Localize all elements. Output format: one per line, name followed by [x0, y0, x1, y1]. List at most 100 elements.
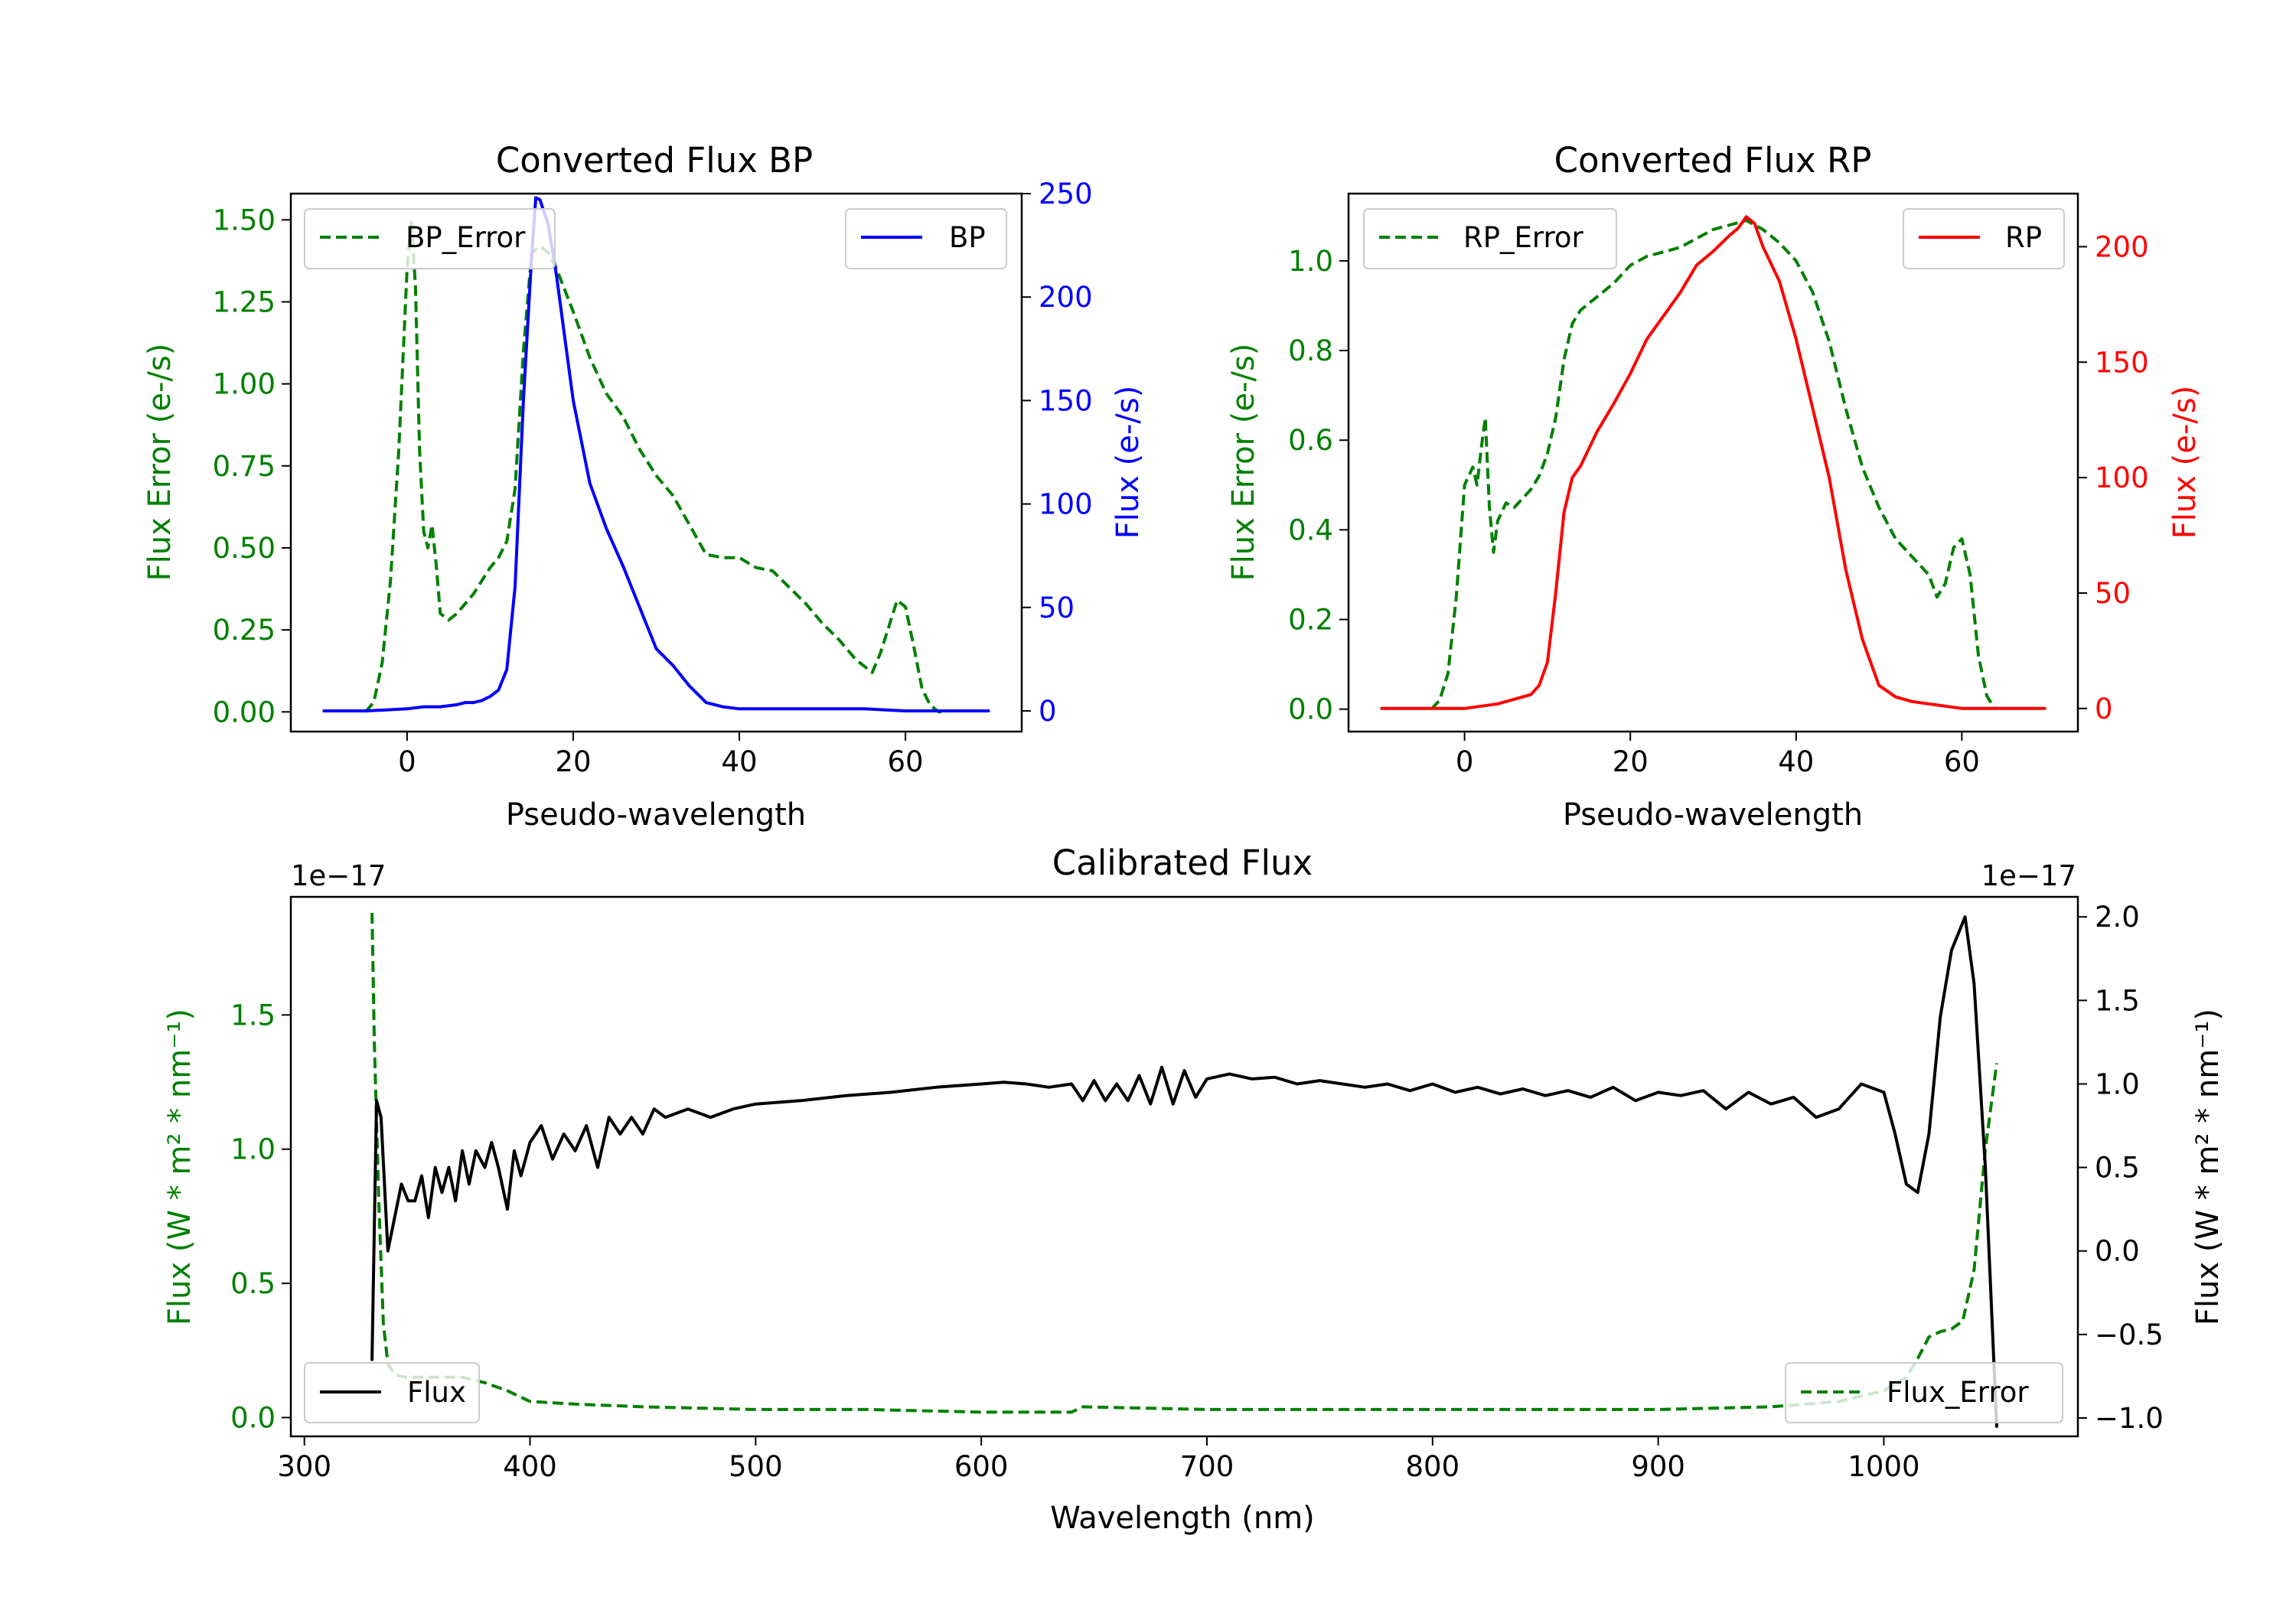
bp-x-ticks: 0 20 40 60 [398, 732, 924, 778]
rp-plot-area [1380, 215, 2047, 711]
rp-x-tick-label: 20 [1613, 745, 1649, 778]
rp-right-y-tick-label: 200 [2095, 230, 2149, 263]
cal-right-y-tick-label: 2.0 [2095, 901, 2140, 934]
cal-x-tick-label: 900 [1631, 1450, 1685, 1483]
rp-legend-flux: RP [1903, 208, 2065, 269]
bp-x-tick-label: 20 [555, 745, 591, 778]
bp-legend-error: BP_Error [304, 208, 556, 269]
cal-x-tick-label: 300 [277, 1450, 331, 1483]
bp-right-y-tick-label: 0 [1039, 695, 1057, 728]
bp-x-tick-label: 60 [888, 745, 924, 778]
cal-x-tick-label: 1000 [1848, 1450, 1919, 1483]
rp-right-y-tick-label: 100 [2095, 461, 2149, 494]
rp-series-rp [1380, 215, 2047, 710]
cal-xlabel: Wavelength (nm) [1050, 1501, 1315, 1536]
bp-left-y-tick-label: 0.75 [213, 450, 276, 483]
cal-left-y-tick-label: 1.5 [230, 999, 276, 1032]
bp-left-y-tick-label: 1.50 [213, 204, 276, 236]
rp-right-y-tick-label: 150 [2095, 346, 2149, 379]
rp-legend-flux-box [1903, 208, 2065, 269]
rp-left-y-tick-label: 0.0 [1288, 693, 1333, 726]
cal-right-y-ticks: −1.0 −0.5 0.0 0.5 1.0 1.5 2.0 [2078, 901, 2164, 1435]
cal-title: Calibrated Flux [1052, 843, 1313, 883]
bp-title: Converted Flux BP [496, 140, 813, 181]
rp-axes-frame [1347, 192, 2079, 733]
cal-legend-error-label: Flux_Error [1887, 1376, 2029, 1409]
bp-legend-error-box [304, 208, 556, 269]
bp-series-bp [322, 196, 990, 712]
rp-left-y-tick-label: 0.8 [1288, 334, 1333, 367]
rp-panel: Converted Flux RP Pseudo-wavelength Flux… [1226, 140, 2203, 833]
bp-plot-area [322, 196, 990, 714]
bp-left-y-ticks: 0.00 0.25 0.50 0.75 1.00 1.25 1.50 [213, 204, 291, 729]
cal-left-offset-text: 1e−17 [291, 859, 386, 892]
bp-right-y-tick-label: 150 [1039, 384, 1093, 417]
bp-series-bp-error [364, 218, 947, 714]
cal-series-flux [370, 915, 1998, 1428]
cal-right-y-tick-label: 1.5 [2095, 984, 2140, 1017]
bp-left-y-tick-label: 1.25 [213, 285, 276, 318]
bp-x-tick-label: 0 [398, 745, 416, 778]
bp-left-ylabel: Flux Error (e-/s) [142, 344, 178, 582]
rp-x-tick-label: 0 [1456, 745, 1474, 778]
bp-legend-flux-label: BP [949, 221, 986, 254]
bp-left-y-tick-label: 0.00 [213, 696, 276, 729]
bp-legend-error-label: BP_Error [406, 221, 526, 254]
cal-x-tick-label: 800 [1405, 1450, 1459, 1483]
bp-panel: Converted Flux BP Pseudo-wavelength Flux… [142, 140, 1146, 833]
cal-x-tick-label: 600 [954, 1450, 1009, 1483]
cal-left-y-tick-label: 0.5 [230, 1267, 276, 1300]
cal-legend-error: Flux_Error [1785, 1362, 2063, 1423]
cal-left-y-tick-label: 0.0 [230, 1401, 276, 1434]
bp-right-y-tick-label: 250 [1039, 178, 1093, 210]
rp-left-y-tick-label: 0.4 [1288, 513, 1333, 546]
bp-axes-frame [289, 192, 1023, 733]
rp-left-ylabel: Flux Error (e-/s) [1226, 344, 1261, 582]
bp-left-y-tick-label: 0.50 [213, 532, 276, 565]
rp-right-ylabel: Flux (e-/s) [2167, 386, 2203, 539]
rp-left-y-tick-label: 1.0 [1288, 245, 1333, 278]
rp-left-y-tick-label: 0.6 [1288, 424, 1333, 457]
rp-right-y-tick-label: 50 [2095, 577, 2131, 610]
cal-right-y-tick-label: 0.5 [2095, 1152, 2140, 1185]
cal-left-y-tick-label: 1.0 [230, 1133, 276, 1166]
cal-x-tick-label: 500 [729, 1450, 783, 1483]
cal-x-ticks: 300 400 500 600 700 800 900 1000 [277, 1436, 1920, 1483]
bp-right-y-ticks: 0 50 100 150 200 250 [1022, 178, 1093, 728]
cal-axes-frame [289, 895, 2079, 1438]
rp-right-y-ticks: 0 50 100 150 200 [2078, 230, 2149, 725]
bp-right-y-tick-label: 200 [1039, 281, 1093, 314]
rp-left-y-tick-label: 0.2 [1288, 604, 1333, 637]
rp-legend-error-box [1363, 208, 1617, 269]
cal-right-offset-text: 1e−17 [1981, 859, 2076, 892]
rp-series-rp-error [1430, 219, 1997, 711]
rp-title: Converted Flux RP [1554, 140, 1872, 181]
bp-legend-flux: BP [845, 208, 1007, 269]
bp-left-y-tick-label: 0.25 [213, 614, 276, 647]
cal-right-y-tick-label: −1.0 [2095, 1402, 2164, 1435]
cal-left-ylabel: Flux (W * m² * nm⁻¹) [162, 1009, 197, 1325]
bp-right-y-tick-label: 100 [1039, 488, 1093, 521]
cal-x-tick-label: 700 [1180, 1450, 1234, 1483]
cal-legend-flux-label: Flux [407, 1376, 466, 1409]
cal-x-tick-label: 400 [503, 1450, 557, 1483]
rp-legend-flux-label: RP [2005, 221, 2042, 254]
cal-left-y-ticks: 0.0 0.5 1.0 1.5 [230, 999, 291, 1434]
rp-xlabel: Pseudo-wavelength [1563, 797, 1863, 833]
rp-x-ticks: 0 20 40 60 [1456, 732, 1980, 778]
bp-right-y-tick-label: 50 [1039, 592, 1075, 624]
bp-left-y-tick-label: 1.00 [213, 368, 276, 401]
cal-right-y-tick-label: 0.0 [2095, 1235, 2140, 1268]
rp-right-y-tick-label: 0 [2095, 693, 2113, 725]
cal-legend-flux: Flux [304, 1362, 480, 1423]
cal-right-y-tick-label: −0.5 [2095, 1319, 2164, 1351]
bp-xlabel: Pseudo-wavelength [506, 797, 806, 833]
bp-right-ylabel: Flux (e-/s) [1110, 386, 1146, 539]
rp-legend-error: RP_Error [1363, 208, 1617, 269]
cal-legend-error-box [1785, 1362, 2063, 1423]
bp-x-tick-label: 40 [721, 745, 757, 778]
cal-legend-flux-box [304, 1362, 480, 1423]
calibrated-panel: Calibrated Flux 1e−17 1e−17 Wavelength (… [162, 843, 2226, 1536]
bp-legend-flux-box [845, 208, 1007, 269]
